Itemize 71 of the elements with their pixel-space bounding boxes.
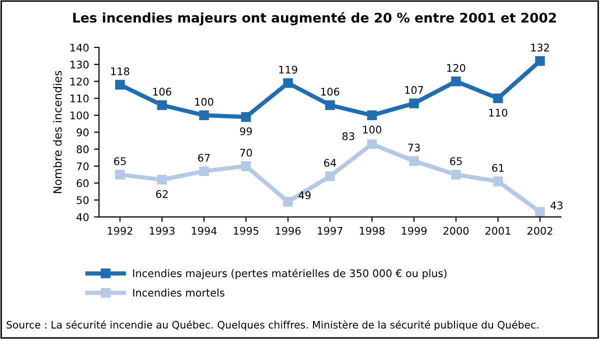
y-axis-title: Nombre des incendies [53,70,62,194]
data-label: 99 [240,127,252,136]
point [367,139,377,149]
x-tick-label: 2002 [528,226,552,235]
x-tick-label: 2001 [486,226,510,235]
data-label: 119 [279,66,298,74]
y-tick-label: 90 [76,128,89,136]
data-label: 120 [447,64,466,72]
y-tick-label: 70 [76,162,89,170]
point [535,207,545,217]
y-tick-label: 100 [70,111,89,120]
y-tick-label: 130 [70,60,89,69]
x-tick-label: 1996 [276,226,301,235]
point [367,110,377,120]
legend-label: Incendies majeurs (pertes matérielles de 350 000 € ou plus) [133,268,446,280]
data-label: 100 [363,126,382,134]
y-tick-label: 40 [76,213,89,222]
data-label: 100 [195,98,214,106]
point [409,98,419,108]
source-note: Source : La sécurité incendie au Québec. Quelques chiffres. Ministère de la sécurité publique du Québec. [6,320,538,331]
y-tick-label: 110 [70,94,89,102]
x-tick-label: 1994 [192,226,217,235]
x-tick-label: 1998 [360,226,385,235]
x-tick-label: 1992 [108,226,132,235]
point [535,56,545,66]
data-label: 43 [550,201,562,210]
data-label: 106 [321,88,340,96]
point [451,170,461,180]
y-tick-label: 50 [76,196,89,204]
data-label: 64 [324,158,336,167]
data-label: 70 [240,148,252,157]
point [199,166,209,176]
point [451,76,461,86]
data-label: 67 [198,154,210,162]
point [409,156,419,166]
point [199,110,209,120]
y-tick-label: 60 [76,179,89,188]
data-label: 107 [405,86,424,94]
legend-label: Incendies mortels [133,288,224,297]
y-tick-label: 120 [70,78,89,86]
y-tick-label: 80 [76,145,89,154]
data-label: 73 [408,144,420,152]
point [325,171,335,182]
x-tick-label: 2000 [444,226,469,235]
data-label: 118 [111,67,130,76]
point [115,170,125,180]
data-label: 49 [298,191,311,200]
point [283,196,293,207]
y-tick-label: 140 [70,44,89,52]
data-label: 65 [450,157,462,166]
data-label: 61 [492,164,504,172]
point [241,112,251,122]
chart-title: Les incendies majeurs ont augmenté de 20 % entre 2001 et 2002 [73,12,556,26]
data-label: 62 [156,190,168,198]
point [325,100,335,110]
data-label: 83 [342,132,354,140]
point [283,78,293,88]
x-tick-label: 1993 [150,226,174,235]
data-label: 110 [489,108,508,117]
x-tick-label: 1997 [318,226,342,235]
point [241,161,251,171]
data-label: 106 [153,88,172,96]
point [493,176,503,186]
x-tick-label: 1999 [402,226,427,235]
point [493,93,503,104]
point [115,80,125,90]
data-label: 65 [114,157,126,166]
x-tick-label: 1995 [234,226,258,235]
data-label: 132 [531,44,549,52]
point [157,100,167,110]
point [157,174,167,185]
